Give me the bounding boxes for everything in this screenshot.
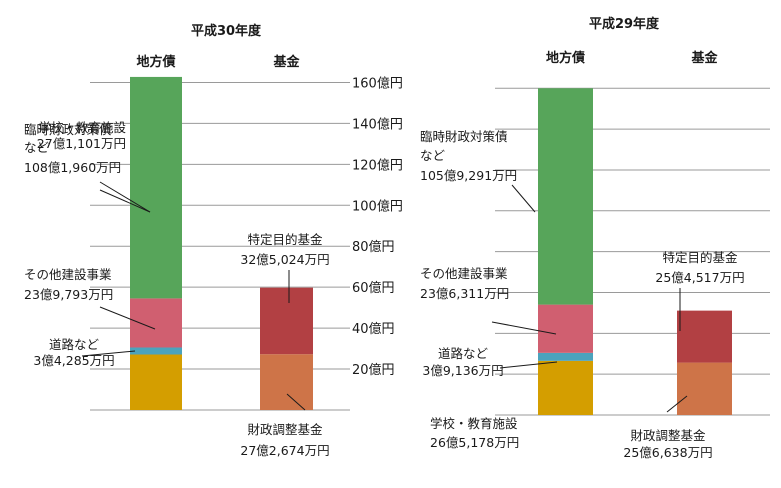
data-label: 3億4,285万円	[33, 353, 114, 368]
leader-line	[81, 350, 136, 357]
bar-segment	[677, 310, 732, 363]
data-label: 財政調整基金	[247, 422, 323, 437]
data-label: 道路など	[49, 337, 100, 352]
leader-line	[286, 393, 306, 411]
leader-line	[511, 184, 536, 213]
data-label: その他建設事業	[420, 266, 508, 281]
y-tick-label: 120億円	[352, 157, 403, 173]
leader-line	[666, 395, 688, 413]
data-label: 26億5,178万円	[430, 435, 519, 450]
bar-segment	[260, 287, 313, 355]
leader-line	[99, 306, 156, 330]
data-label: など	[24, 140, 50, 155]
category-label: 基金	[690, 50, 718, 66]
y-tick-label: 80億円	[352, 239, 395, 255]
data-label: 特定目的基金	[662, 250, 738, 265]
bar-segment	[130, 354, 182, 410]
category-label: 地方債	[546, 50, 585, 66]
data-label: 25億4,517万円	[655, 270, 744, 285]
category-label: 地方債	[136, 54, 175, 70]
data-label: その他建設事業	[24, 267, 112, 282]
data-label: 学校・教育施設	[430, 416, 518, 431]
data-label: 特定目的基金	[247, 232, 323, 247]
leader-line	[499, 361, 558, 369]
data-label: 32億5,024万円	[240, 252, 329, 267]
data-label: 道路など	[438, 346, 489, 361]
bar-segment	[130, 298, 182, 348]
data-label: など	[420, 148, 446, 163]
chart-title: 平成30年度	[191, 23, 262, 39]
bar-segment	[538, 360, 593, 415]
data-label: 27億1,101万円	[37, 136, 126, 151]
data-label: 臨時財政対策債	[24, 122, 112, 137]
data-label: 108億1,960万円	[24, 160, 121, 175]
y-tick-label: 40億円	[352, 321, 395, 337]
y-tick-label: 60億円	[352, 280, 395, 296]
data-label: 23億6,311万円	[420, 286, 509, 301]
data-label: 105億9,291万円	[420, 168, 517, 183]
data-label: 25億6,638万円	[623, 445, 712, 460]
bar-segment	[538, 304, 593, 353]
leader-line	[99, 181, 151, 213]
data-label: 23億9,793万円	[24, 287, 113, 302]
chart-title: 平成29年度	[589, 16, 660, 32]
data-label: 3億9,136万円	[422, 363, 503, 378]
leader-line	[99, 189, 151, 213]
data-label: 27億2,674万円	[240, 443, 329, 458]
data-label: 臨時財政対策債	[420, 129, 508, 144]
bar-segment	[538, 88, 593, 305]
y-tick-label: 20億円	[352, 362, 395, 378]
y-tick-label: 100億円	[352, 198, 403, 214]
bar-segment	[130, 347, 182, 355]
bar-segment	[260, 354, 313, 410]
y-tick-label: 140億円	[352, 116, 403, 132]
bar-segment	[538, 352, 593, 361]
y-tick-label: 160億円	[352, 75, 403, 91]
data-label: 財政調整基金	[630, 428, 706, 443]
bar-segment	[130, 76, 182, 299]
bar-segment	[677, 362, 732, 415]
data-label: 学校・教育施設	[38, 120, 126, 135]
category-label: 基金	[272, 54, 300, 70]
leader-line	[491, 321, 557, 335]
